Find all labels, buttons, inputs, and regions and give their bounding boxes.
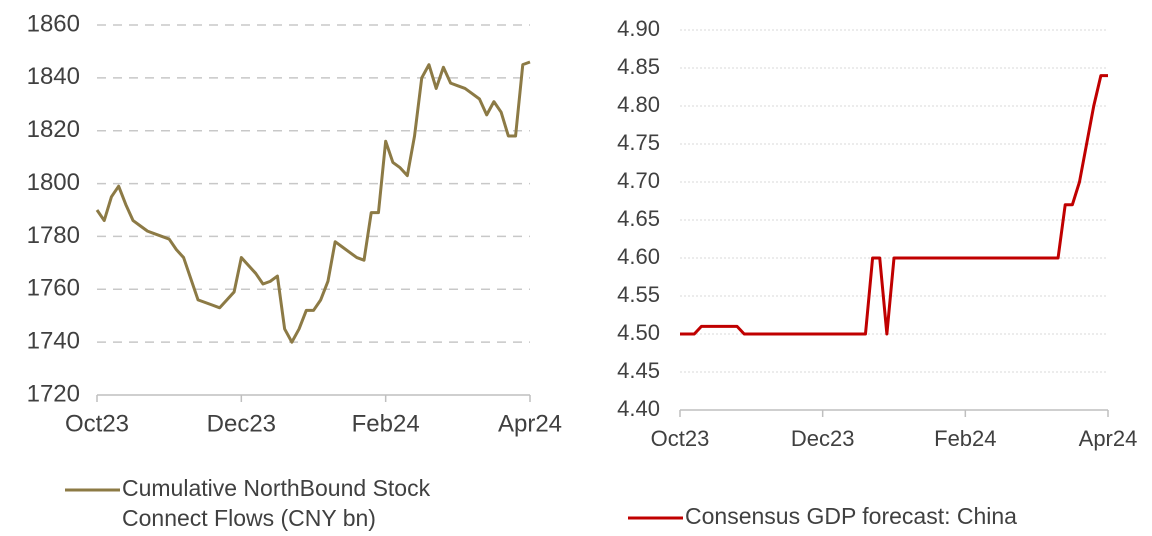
x-tick-label: Dec23 [791, 426, 855, 451]
y-tick-label: 1780 [27, 222, 80, 249]
y-tick-label: 4.85 [617, 54, 660, 79]
y-tick-label: 4.90 [617, 16, 660, 41]
y-tick-label: 1840 [27, 63, 80, 90]
y-tick-label: 4.50 [617, 320, 660, 345]
legend-label: Cumulative NorthBound Stock Connect Flows… [122, 475, 431, 531]
y-tick-label: 4.60 [617, 244, 660, 269]
y-tick-label: 4.70 [617, 168, 660, 193]
legend-line: Cumulative NorthBound Stock [122, 475, 431, 501]
y-tick-label: 1820 [27, 116, 80, 143]
y-tick-label: 1740 [27, 327, 80, 354]
y-tick-label: 4.75 [617, 130, 660, 155]
y-tick-label: 1760 [27, 275, 80, 302]
x-tick-label: Feb24 [934, 426, 996, 451]
x-tick-label: Apr24 [1079, 426, 1138, 451]
x-tick-label: Dec23 [207, 410, 276, 437]
legend-line: Connect Flows (CNY bn) [122, 505, 376, 531]
y-tick-label: 1800 [27, 169, 80, 196]
x-tick-label: Feb24 [352, 410, 420, 437]
data-line [95, 60, 531, 344]
y-tick-label: 4.80 [617, 92, 660, 117]
data-line [680, 74, 1108, 336]
y-tick-label: 1720 [27, 380, 80, 407]
y-tick-label: 4.40 [617, 396, 660, 421]
y-tick-label: 4.45 [617, 358, 660, 383]
y-tick-label: 1860 [27, 10, 80, 37]
x-tick-label: Oct23 [65, 410, 129, 437]
legend-label: Consensus GDP forecast: China [685, 503, 1017, 529]
y-tick-label: 4.55 [617, 282, 660, 307]
y-tick-label: 4.65 [617, 206, 660, 231]
x-tick-label: Oct23 [651, 426, 710, 451]
x-tick-label: Apr24 [498, 410, 562, 437]
